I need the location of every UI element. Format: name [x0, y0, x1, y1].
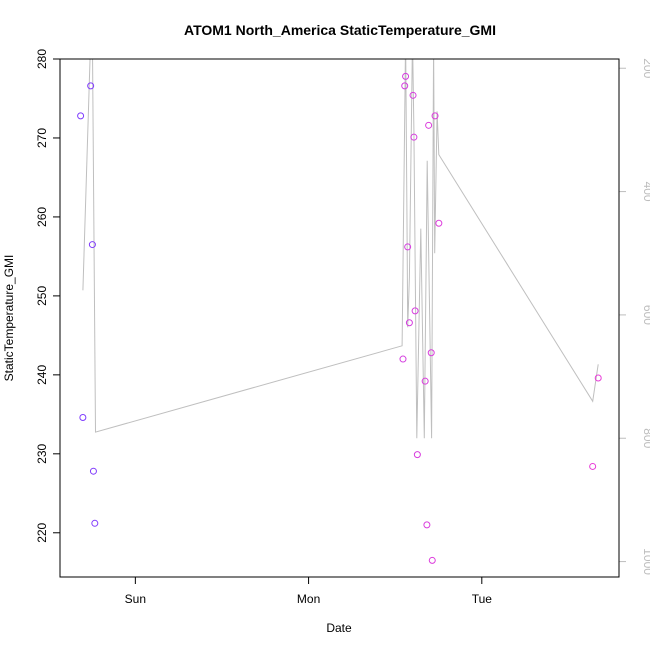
data-point	[401, 82, 409, 90]
y-axis: 220 230 240 250 260 270 280	[35, 49, 60, 543]
y-axis-label: StaticTemperature_GMI	[2, 255, 16, 382]
y-tick-label: 240	[35, 365, 49, 385]
data-point	[411, 307, 419, 315]
data-point	[421, 377, 429, 385]
y-tick-label: 280	[35, 49, 49, 69]
data-point	[409, 91, 417, 99]
y2-tick-label: 200	[641, 58, 650, 78]
series-line	[82, 59, 599, 439]
y-tick-label: 260	[35, 207, 49, 227]
data-point	[410, 133, 418, 141]
data-point	[404, 243, 412, 251]
data-point	[427, 349, 435, 357]
data-point	[87, 82, 95, 90]
data-point	[91, 519, 99, 527]
plot-frame	[59, 58, 620, 578]
y2-tick-label: 1000	[641, 548, 650, 575]
data-point	[589, 462, 597, 470]
data-point	[89, 467, 97, 475]
plot-area	[77, 59, 602, 564]
y2-axis: 200 400 600 800 1000	[619, 58, 650, 575]
y-tick-label: 270	[35, 128, 49, 148]
y-tick-label: 220	[35, 522, 49, 542]
y2-tick-label: 800	[641, 428, 650, 448]
data-point	[428, 556, 436, 564]
y-tick-label: 230	[35, 443, 49, 463]
data-point	[88, 241, 96, 249]
x-tick-label: Tue	[472, 592, 493, 606]
data-point	[413, 451, 421, 459]
x-tick-label: Sun	[125, 592, 146, 606]
data-point	[77, 112, 85, 120]
x-axis: Sun Mon Tue	[125, 577, 493, 606]
x-axis-label: Date	[326, 621, 352, 635]
data-point	[423, 521, 431, 529]
y2-tick-label: 400	[641, 182, 650, 202]
data-point	[431, 112, 439, 120]
y2-tick-label: 600	[641, 305, 650, 325]
x-tick-label: Mon	[297, 592, 320, 606]
data-point	[79, 413, 87, 421]
chart-title: ATOM1 North_America StaticTemperature_GM…	[184, 22, 496, 38]
data-point	[399, 355, 407, 363]
data-point	[435, 219, 443, 227]
data-point	[425, 121, 433, 129]
data-point	[594, 374, 602, 382]
data-point	[405, 319, 413, 327]
data-point	[402, 72, 410, 80]
y-tick-label: 250	[35, 286, 49, 306]
